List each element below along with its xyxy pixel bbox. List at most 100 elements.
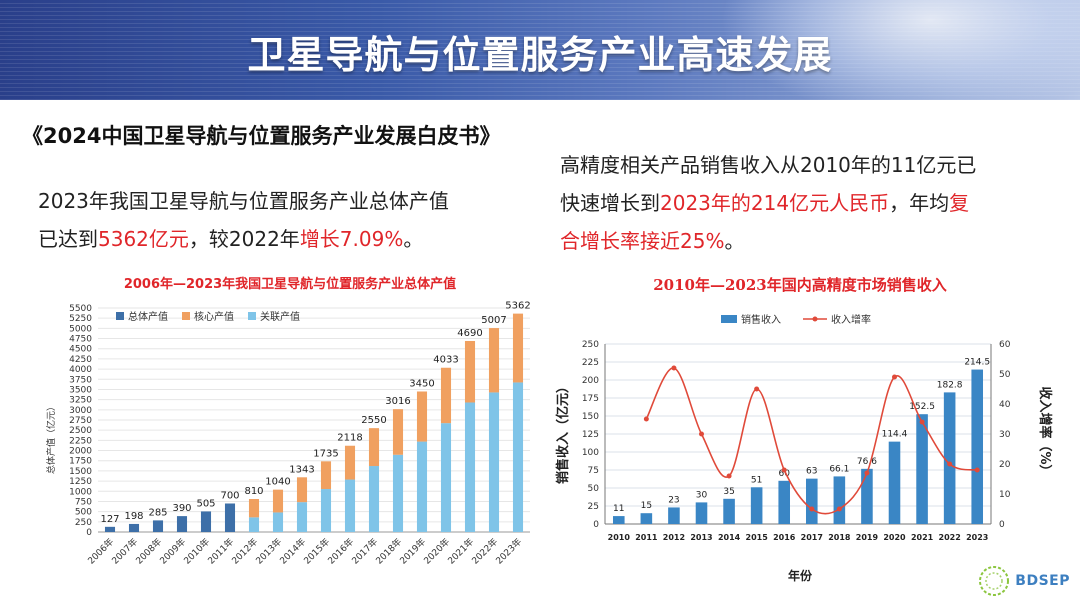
chart1-bar-related [248, 517, 260, 532]
chart2-bar [695, 502, 708, 524]
chart2-growth-point [864, 470, 870, 476]
chart2-value-label: 76.6 [857, 457, 877, 467]
chart1-bar-core [272, 489, 284, 513]
chart1-ytick-label: 3750 [69, 375, 92, 385]
chart2-growth-point [919, 419, 925, 425]
chart1-ytick-label: 1250 [69, 477, 92, 487]
para2-line2: 快速增长到2023年的214亿元人民币，年均复 [560, 184, 1060, 222]
chart2-growth-point [781, 467, 787, 473]
chart1-bar-related [392, 454, 404, 532]
chart1-xtick-label: 2009年 [157, 536, 188, 567]
chart1-title: 2006年—2023年我国卫星导航与位置服务产业总体产值 [124, 276, 456, 292]
para2-text-c: ，年均 [889, 191, 950, 215]
chart1-value-label: 5362 [505, 301, 530, 312]
chart1-ytick-label: 4000 [69, 365, 92, 375]
chart2-value-label: 63 [806, 467, 817, 477]
chart2-bar [750, 487, 763, 524]
chart2-xlabel: 年份 [788, 568, 813, 583]
chart1-bar-core [248, 499, 260, 518]
paragraph-high-precision: 高精度相关产品销售收入从2010年的11亿元已 快速增长到2023年的214亿元… [560, 146, 1060, 260]
chart2-xtick-label: 2015 [746, 533, 769, 542]
para1-highlight-value: 5362亿元 [98, 227, 189, 251]
chart2-value-label: 11 [613, 504, 624, 514]
chart2-growth-point [892, 374, 897, 380]
chart2-bar [888, 441, 901, 524]
chart1-value-label: 810 [244, 486, 263, 497]
chart2-ytick-left: 125 [582, 430, 599, 440]
chart1-ytick-label: 2750 [69, 416, 92, 426]
chart2-ytick-right: 10 [999, 490, 1011, 500]
para1-text-a: 已达到 [38, 227, 98, 251]
chart2-growth-point [699, 431, 704, 437]
para2-line1: 高精度相关产品销售收入从2010年的11亿元已 [560, 153, 977, 177]
chart2-ytick-right: 20 [999, 460, 1011, 470]
chart2-ytick-right: 40 [999, 400, 1011, 410]
chart1-ytick-label: 4250 [69, 355, 92, 365]
chart1-xtick-label: 2010年 [181, 536, 212, 567]
chart2-ytick-left: 0 [593, 520, 599, 530]
chart2-bar [833, 476, 846, 524]
page-title: 卫星导航与位置服务产业高速发展 [247, 33, 833, 77]
chart2-title: 2010年—2023年国内高精度市场销售收入 [653, 276, 947, 294]
chart1-bar-core [464, 340, 476, 403]
logo-text: BDSEP [1015, 573, 1070, 589]
chart1-xtick-label: 2020年 [421, 536, 452, 567]
chart1-xtick-label: 2019年 [397, 536, 428, 567]
legend-label-growth: 收入增率 [831, 313, 871, 326]
chart1-ytick-label: 2250 [69, 436, 92, 446]
paragraph-total-output: 2023年我国卫星导航与位置服务产业总体产值 已达到5362亿元，较2022年增… [38, 182, 518, 258]
chart2-ytick-right: 50 [999, 370, 1011, 380]
chart2-value-label: 23 [668, 495, 679, 505]
chart1-bar-core [488, 328, 500, 393]
chart1-value-label: 3450 [409, 378, 434, 389]
chart2-value-label: 214.5 [964, 358, 990, 368]
chart1-xtick-label: 2011年 [205, 536, 236, 567]
chart2-value-label: 35 [723, 487, 734, 497]
chart1-xtick-label: 2008年 [133, 536, 164, 567]
legend-label-core: 核心产值 [194, 310, 234, 323]
chart2-xtick-label: 2021 [911, 533, 934, 542]
chart2-value-label: 15 [641, 501, 652, 511]
chart1-ytick-label: 250 [75, 518, 92, 528]
chart2-ytick-left: 75 [588, 466, 599, 476]
chart2-xtick-label: 2016 [773, 533, 796, 542]
logo-globe-icon [979, 566, 1010, 596]
chart1-value-label: 4033 [433, 355, 458, 366]
chart2-growth-point [671, 365, 677, 371]
chart2-xtick-label: 2017 [801, 533, 823, 542]
chart1-ytick-label: 4500 [69, 345, 92, 355]
chart1-xtick-label: 2012年 [229, 536, 260, 567]
legend-swatch-core [182, 312, 190, 320]
chart2-bar [723, 498, 735, 524]
chart2-ytick-left: 100 [582, 448, 599, 458]
banner-earth-glow [720, 0, 1080, 100]
chart2-ytick-left: 225 [582, 358, 599, 368]
chart1-bar-related [440, 423, 452, 532]
chart2-xtick-label: 2023 [966, 533, 988, 542]
para1-line2: 已达到5362亿元，较2022年增长7.09%。 [38, 220, 518, 258]
chart2-ytick-left: 150 [582, 412, 599, 422]
chart2-ytick-right: 60 [999, 340, 1011, 350]
chart1-bar-core [320, 461, 332, 490]
chart2-value-label: 51 [751, 475, 762, 485]
chart2-growth-point [643, 416, 649, 422]
chart1-bar-total [176, 516, 188, 532]
chart1-value-label: 5007 [481, 315, 506, 326]
chart2-growth-point [947, 461, 953, 467]
chart2-bar [778, 480, 791, 524]
chart1-value-label: 127 [100, 514, 119, 525]
chart1-xtick-label: 2006年 [85, 536, 116, 567]
chart1-value-label: 2118 [337, 433, 362, 444]
chart2-xtick-label: 2020 [883, 533, 906, 542]
para1-line1: 2023年我国卫星导航与位置服务产业总体产值 [38, 189, 449, 213]
chart2-value-label: 114.4 [882, 430, 908, 440]
chart1-bar-related [488, 392, 500, 532]
chart1-xtick-label: 2023年 [493, 536, 524, 567]
chart1-bar-total [224, 503, 236, 532]
chart2-bar [971, 369, 984, 524]
chart-high-precision: 2010年—2023年国内高精度市场销售收入 销售收入 收入增率 0 25 50 75… [545, 262, 1055, 592]
chart2-ytick-right: 30 [999, 430, 1011, 440]
legend-label-related: 关联产值 [260, 310, 300, 323]
chart1-value-label: 1343 [289, 464, 314, 475]
chart2-ytick-left: 200 [582, 376, 599, 386]
